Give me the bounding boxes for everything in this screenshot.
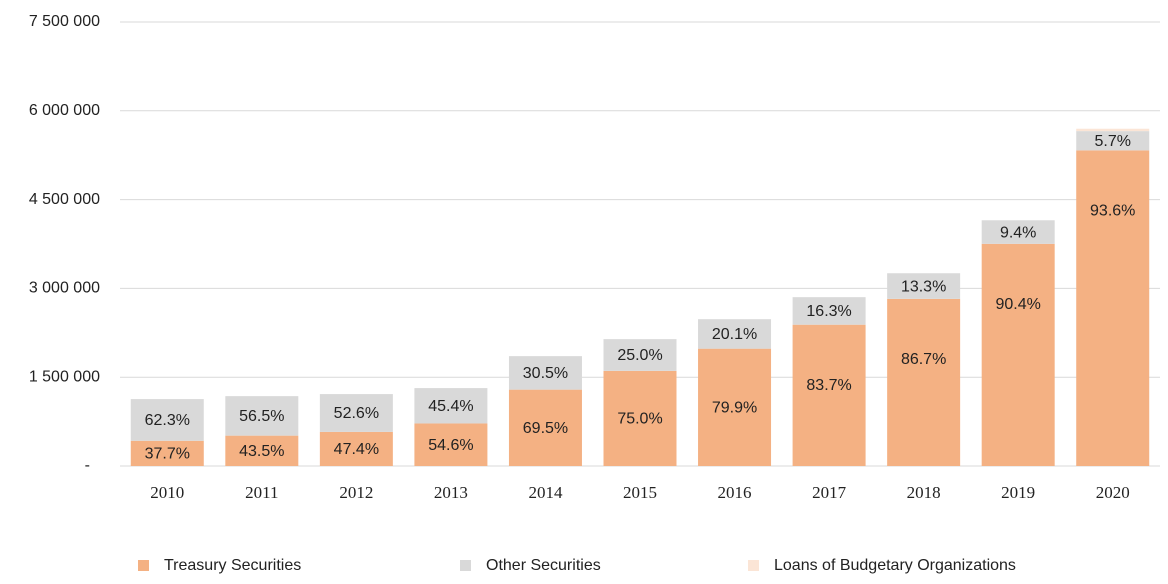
bar-segment bbox=[225, 396, 299, 436]
x-tick-label: 2014 bbox=[528, 483, 563, 502]
legend-swatch bbox=[460, 560, 471, 571]
x-tick-label: 2020 bbox=[1096, 483, 1130, 502]
x-tick-label: 2011 bbox=[245, 483, 278, 502]
bar-segment bbox=[414, 388, 488, 424]
bar-segment bbox=[887, 298, 961, 466]
percent-label: 62.3% bbox=[145, 412, 190, 429]
percent-label: 20.1% bbox=[712, 326, 757, 343]
legend-label: Loans of Budgetary Organizations bbox=[774, 557, 1016, 574]
legend-swatch bbox=[748, 560, 759, 571]
y-tick-label: 3 000 000 bbox=[29, 280, 100, 297]
percent-label: 43.5% bbox=[239, 443, 284, 460]
percent-label: 79.9% bbox=[712, 400, 757, 417]
bar-segment bbox=[603, 370, 677, 466]
percent-label: 54.6% bbox=[428, 437, 473, 454]
bar-segment bbox=[981, 220, 1055, 244]
x-tick-label: 2015 bbox=[623, 483, 657, 502]
bar-segment bbox=[1076, 150, 1150, 467]
x-tick-label: 2013 bbox=[434, 483, 468, 502]
percent-label: 5.7% bbox=[1094, 133, 1130, 150]
percent-label: 83.7% bbox=[806, 377, 851, 394]
bar-segment bbox=[508, 356, 582, 390]
bar-segment bbox=[1076, 131, 1150, 151]
bar-segment bbox=[603, 339, 677, 371]
bar-segment bbox=[698, 348, 772, 466]
y-tick-label: - bbox=[85, 457, 90, 474]
percent-label: 37.7% bbox=[145, 446, 190, 463]
percent-label: 25.0% bbox=[617, 347, 662, 364]
bar-segment bbox=[130, 399, 204, 441]
percent-label: 13.3% bbox=[901, 278, 946, 295]
bar-segment bbox=[414, 423, 488, 466]
percent-label: 30.5% bbox=[523, 365, 568, 382]
x-tick-label: 2016 bbox=[718, 483, 752, 502]
bar-segment bbox=[1076, 128, 1150, 132]
legend-label: Other Securities bbox=[486, 557, 601, 574]
bar-segment bbox=[981, 243, 1055, 466]
percent-label: 93.6% bbox=[1090, 203, 1135, 220]
bar-segment bbox=[319, 431, 393, 466]
bar-segment bbox=[319, 394, 393, 432]
legend-swatch bbox=[138, 560, 149, 571]
percent-label: 47.4% bbox=[334, 441, 379, 458]
percent-label: 9.4% bbox=[1000, 224, 1036, 241]
percent-label: 75.0% bbox=[617, 411, 662, 428]
legend-label: Treasury Securities bbox=[164, 557, 301, 574]
percent-label: 16.3% bbox=[806, 303, 851, 320]
x-tick-label: 2019 bbox=[1001, 483, 1035, 502]
bar-segment bbox=[698, 319, 772, 349]
bar-segment bbox=[130, 440, 204, 466]
x-tick-label: 2018 bbox=[907, 483, 941, 502]
x-tick-label: 2012 bbox=[339, 483, 373, 502]
y-tick-label: 7 500 000 bbox=[29, 13, 100, 30]
percent-label: 69.5% bbox=[523, 420, 568, 437]
bar-segment bbox=[225, 435, 299, 466]
y-tick-label: 6 000 000 bbox=[29, 102, 100, 119]
y-tick-label: 4 500 000 bbox=[29, 191, 100, 208]
percent-label: 45.4% bbox=[428, 398, 473, 415]
percent-label: 90.4% bbox=[995, 296, 1040, 313]
bar-segment bbox=[792, 297, 866, 325]
x-tick-label: 2010 bbox=[150, 483, 184, 502]
bar-segment bbox=[508, 389, 582, 466]
percent-label: 56.5% bbox=[239, 408, 284, 425]
percent-label: 86.7% bbox=[901, 351, 946, 368]
bar-segment bbox=[887, 273, 961, 299]
y-tick-label: 1 500 000 bbox=[29, 368, 100, 385]
x-tick-label: 2017 bbox=[812, 483, 847, 502]
bar-segment bbox=[792, 324, 866, 466]
percent-label: 52.6% bbox=[334, 405, 379, 422]
